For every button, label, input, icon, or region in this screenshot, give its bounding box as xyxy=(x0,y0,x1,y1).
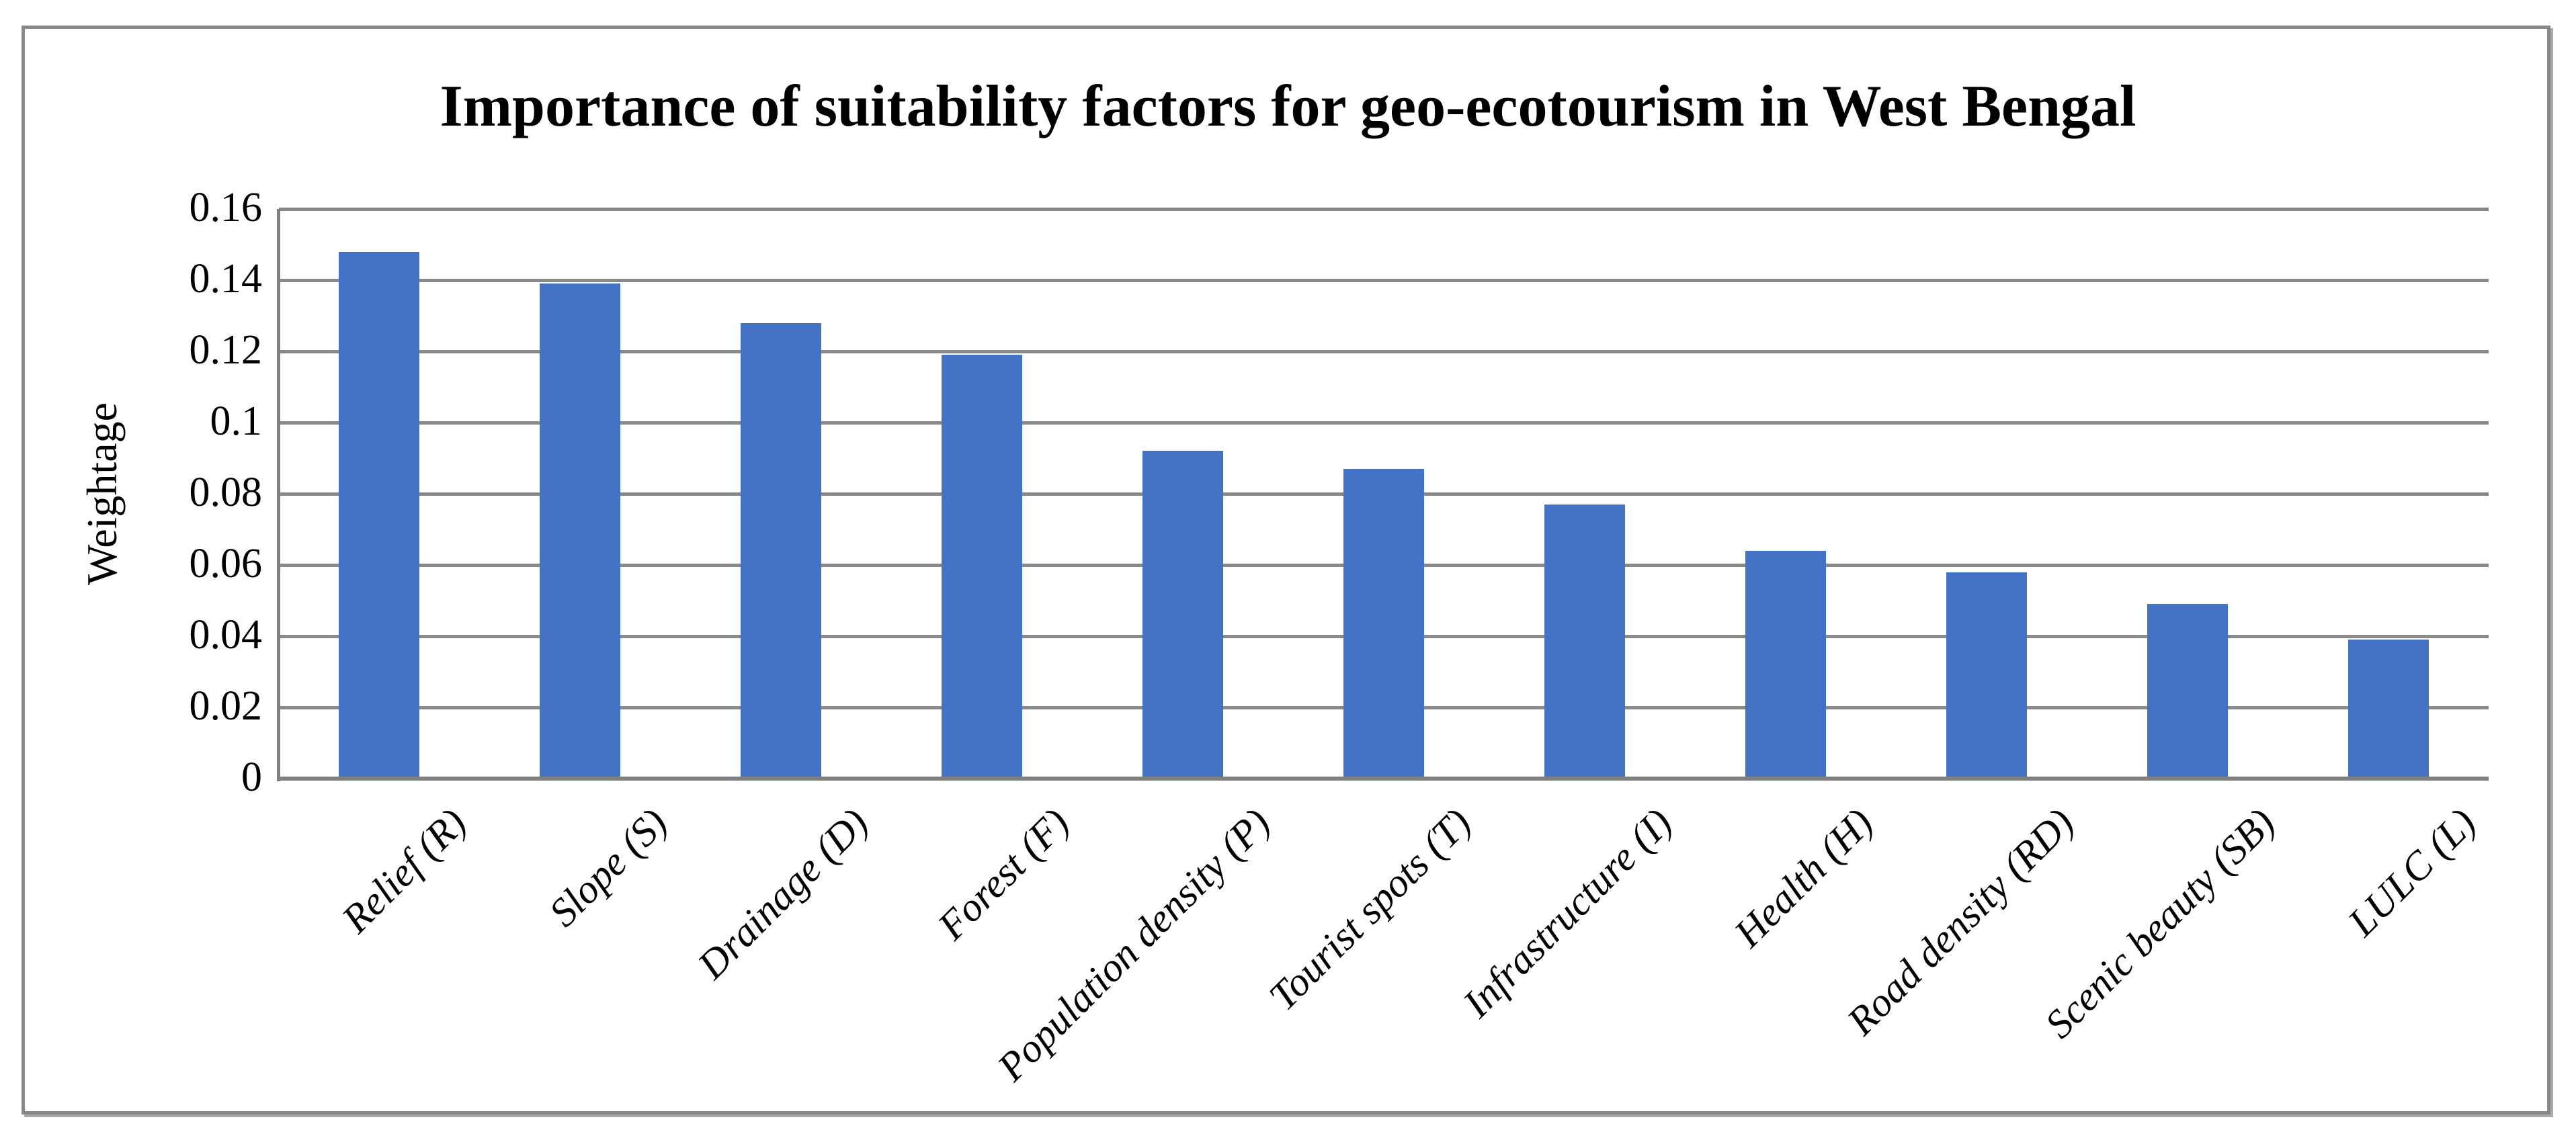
y-tick-label: 0.02 xyxy=(189,683,263,730)
y-tick-label: 0 xyxy=(241,754,262,801)
bar xyxy=(1142,451,1224,779)
y-tick-label: 0.14 xyxy=(189,256,263,302)
gridline xyxy=(279,208,2489,211)
bar xyxy=(1544,504,1625,779)
chart-outer-border xyxy=(22,26,2550,1115)
x-axis-line xyxy=(277,777,2489,781)
bar xyxy=(339,251,420,779)
bar xyxy=(540,283,621,779)
bar xyxy=(2147,604,2228,779)
y-tick-label: 0.04 xyxy=(189,612,263,658)
y-tick-label: 0.06 xyxy=(189,541,263,587)
bar xyxy=(1946,572,2027,779)
chart-title: Importance of suitability factors for ge… xyxy=(440,74,2136,139)
y-tick-label: 0.08 xyxy=(189,470,263,516)
gridline xyxy=(279,279,2489,282)
y-tick-label: 0.16 xyxy=(189,185,263,231)
bar xyxy=(1745,550,1826,779)
gridline xyxy=(279,350,2489,353)
bar xyxy=(1343,468,1424,779)
bar xyxy=(741,322,822,779)
y-axis-title: Weightage xyxy=(78,402,126,586)
bar xyxy=(2348,640,2429,779)
y-tick-label: 0.1 xyxy=(210,398,263,445)
gridline xyxy=(279,421,2489,425)
y-axis-line xyxy=(277,209,280,781)
y-tick-label: 0.12 xyxy=(189,327,263,374)
bar xyxy=(942,355,1023,779)
